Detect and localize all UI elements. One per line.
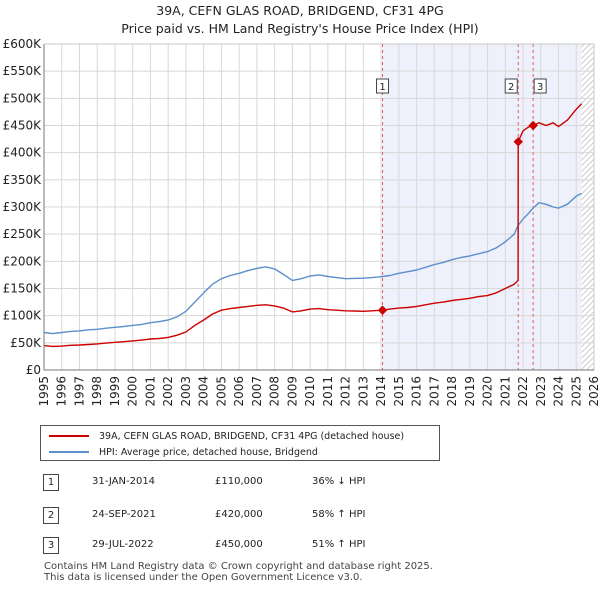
sale-number-badge: 3 (43, 537, 59, 554)
sale-date: 29-JUL-2022 (92, 539, 154, 550)
legend-swatch-property (49, 435, 89, 437)
y-tick-label: £600K (3, 37, 43, 51)
sale-row: 3 29-JUL-2022 £450,000 51% ↑ HPI (40, 535, 460, 555)
y-tick-label: £450K (3, 119, 43, 133)
x-tick-label: 2018 (445, 376, 459, 407)
sale-label-box (504, 78, 518, 94)
x-tick-label: 2015 (392, 376, 406, 407)
x-tick-label: 2011 (321, 376, 335, 407)
footer-line-copyright: Contains HM Land Registry data © Crown c… (44, 561, 433, 572)
x-tick-label: 2010 (303, 376, 317, 407)
x-tick-label: 2005 (214, 376, 228, 407)
x-tick-label: 2004 (197, 376, 211, 407)
sale-label-box (376, 78, 390, 94)
x-tick-label: 2016 (410, 376, 424, 407)
x-tick-label: 2017 (427, 376, 441, 407)
sale-number-badge: 1 (43, 474, 59, 491)
x-tick-label: 2021 (498, 376, 512, 407)
sale-date: 31-JAN-2014 (92, 476, 156, 487)
legend-label-property: 39A, CEFN GLAS ROAD, BRIDGEND, CF31 4PG … (99, 430, 405, 442)
footer-attribution: Contains HM Land Registry data © Crown c… (44, 561, 433, 583)
x-tick-label: 2007 (250, 376, 264, 407)
legend-label-hpi: HPI: Average price, detached house, Brid… (99, 446, 318, 458)
sale-hpi-comparison: 51% ↑ HPI (312, 539, 366, 550)
x-tick-label: 2006 (232, 376, 246, 407)
x-tick-label: 2001 (143, 376, 157, 407)
sale-row: 1 31-JAN-2014 £110,000 36% ↓ HPI (40, 472, 460, 492)
x-tick-label: 2020 (481, 376, 495, 407)
x-tick-label: 2000 (126, 376, 140, 407)
legend: 39A, CEFN GLAS ROAD, BRIDGEND, CF31 4PG … (40, 425, 440, 461)
legend-swatch-hpi (49, 451, 89, 453)
sale-date: 24-SEP-2021 (92, 509, 156, 520)
sale-price: £110,000 (215, 476, 263, 487)
sale-label-text: 3 (537, 82, 543, 93)
sale-label-box (533, 78, 547, 94)
property-price-line (43, 103, 583, 348)
y-tick-label: £350K (3, 173, 43, 187)
legend-item-hpi: HPI: Average price, detached house, Brid… (49, 444, 318, 460)
legend-item-property: 39A, CEFN GLAS ROAD, BRIDGEND, CF31 4PG … (49, 428, 404, 444)
sale-point (513, 137, 523, 147)
y-tick-label: £0 (26, 363, 41, 377)
price-chart: 39A, CEFN GLAS ROAD, BRIDGEND, CF31 4PG … (3, 3, 600, 407)
x-tick-label: 1997 (72, 376, 86, 407)
x-tick-label: 2019 (463, 376, 477, 407)
sale-point (528, 120, 538, 131)
y-tick-label: £300K (3, 200, 43, 214)
chart-subtitle: Price paid vs. HM Land Registry's House … (121, 21, 478, 36)
footer-line-licence: This data is licensed under the Open Gov… (44, 572, 363, 583)
y-tick-label: £500K (3, 91, 43, 105)
x-tick-label: 1999 (108, 376, 122, 407)
chart-title: 39A, CEFN GLAS ROAD, BRIDGEND, CF31 4PG (156, 3, 443, 18)
y-tick-label: £550K (3, 64, 43, 78)
hpi-line (43, 192, 582, 335)
sale-label-text: 1 (379, 82, 385, 93)
y-tick-label: £400K (3, 146, 43, 160)
plot-frame (43, 43, 595, 371)
sale-price: £450,000 (215, 539, 263, 550)
x-tick-label: 1995 (37, 376, 51, 407)
x-tick-label: 2025 (569, 376, 583, 407)
sale-number-badge: 2 (43, 507, 59, 524)
y-tick-label: £100K (3, 309, 43, 323)
x-tick-label: 2002 (161, 376, 175, 407)
x-tick-label: 2013 (356, 376, 370, 407)
x-tick-label: 2008 (268, 376, 282, 407)
sale-hpi-comparison: 36% ↓ HPI (312, 476, 366, 487)
y-tick-label: £250K (3, 227, 43, 241)
x-tick-label: 2012 (339, 376, 353, 407)
x-tick-label: 2014 (374, 376, 388, 407)
x-tick-label: 2024 (552, 376, 566, 407)
x-tick-label: 1996 (55, 376, 69, 407)
sale-label-text: 2 (508, 82, 514, 93)
y-tick-label: £200K (3, 254, 43, 268)
sale-hpi-comparison: 58% ↑ HPI (312, 509, 366, 520)
sale-point (377, 305, 388, 315)
x-tick-label: 2009 (285, 376, 299, 407)
x-tick-label: 2023 (534, 376, 548, 407)
y-tick-label: £150K (3, 282, 43, 296)
x-tick-label: 2003 (179, 376, 193, 407)
x-tick-label: 1998 (90, 376, 104, 407)
x-tick-label: 2026 (587, 376, 600, 407)
sale-price: £420,000 (215, 509, 263, 520)
y-tick-label: £50K (10, 336, 42, 350)
sale-row: 2 24-SEP-2021 £420,000 58% ↑ HPI (40, 505, 460, 525)
x-tick-label: 2022 (516, 376, 530, 407)
